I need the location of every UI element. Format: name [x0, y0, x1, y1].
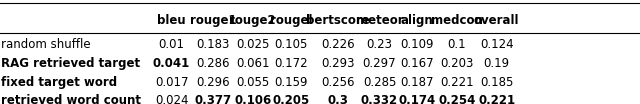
Text: 0.226: 0.226	[321, 38, 355, 51]
Text: 0.203: 0.203	[440, 57, 474, 70]
Text: fixed target word: fixed target word	[1, 76, 117, 89]
Text: 0.106: 0.106	[234, 94, 271, 104]
Text: medcon: medcon	[431, 14, 483, 27]
Text: 0.377: 0.377	[195, 94, 232, 104]
Text: 0.297: 0.297	[363, 57, 396, 70]
Text: overall: overall	[474, 14, 520, 27]
Text: random shuffle: random shuffle	[1, 38, 91, 51]
Text: 0.187: 0.187	[401, 76, 434, 89]
Text: 0.159: 0.159	[275, 76, 308, 89]
Text: 0.025: 0.025	[236, 38, 269, 51]
Text: 0.172: 0.172	[275, 57, 308, 70]
Text: rouge2: rouge2	[230, 14, 276, 27]
Text: 0.124: 0.124	[480, 38, 513, 51]
Text: rouge1: rouge1	[190, 14, 236, 27]
Text: 0.296: 0.296	[196, 76, 230, 89]
Text: 0.109: 0.109	[401, 38, 434, 51]
Text: 0.23: 0.23	[367, 38, 392, 51]
Text: 0.293: 0.293	[321, 57, 355, 70]
Text: 0.183: 0.183	[196, 38, 230, 51]
Text: 0.167: 0.167	[401, 57, 434, 70]
Text: 0.017: 0.017	[155, 76, 188, 89]
Text: 0.285: 0.285	[363, 76, 396, 89]
Text: 0.221: 0.221	[440, 76, 474, 89]
Text: bleu: bleu	[157, 14, 186, 27]
Text: 0.174: 0.174	[399, 94, 436, 104]
Text: 0.19: 0.19	[484, 57, 509, 70]
Text: 0.256: 0.256	[321, 76, 355, 89]
Text: 0.221: 0.221	[478, 94, 515, 104]
Text: 0.055: 0.055	[236, 76, 269, 89]
Text: bertscore: bertscore	[306, 14, 370, 27]
Text: 0.041: 0.041	[153, 57, 190, 70]
Text: 0.024: 0.024	[155, 94, 188, 104]
Text: 0.254: 0.254	[438, 94, 476, 104]
Text: 0.185: 0.185	[480, 76, 513, 89]
Text: 0.1: 0.1	[447, 38, 467, 51]
Text: RAG retrieved target: RAG retrieved target	[1, 57, 140, 70]
Text: 0.01: 0.01	[159, 38, 184, 51]
Text: meteor: meteor	[356, 14, 403, 27]
Text: rougel: rougel	[270, 14, 312, 27]
Text: 0.105: 0.105	[275, 38, 308, 51]
Text: align: align	[401, 14, 434, 27]
Text: 0.205: 0.205	[273, 94, 310, 104]
Text: 0.061: 0.061	[236, 57, 269, 70]
Text: retrieved word count: retrieved word count	[1, 94, 141, 104]
Text: 0.332: 0.332	[361, 94, 398, 104]
Text: 0.3: 0.3	[328, 94, 348, 104]
Text: 0.286: 0.286	[196, 57, 230, 70]
